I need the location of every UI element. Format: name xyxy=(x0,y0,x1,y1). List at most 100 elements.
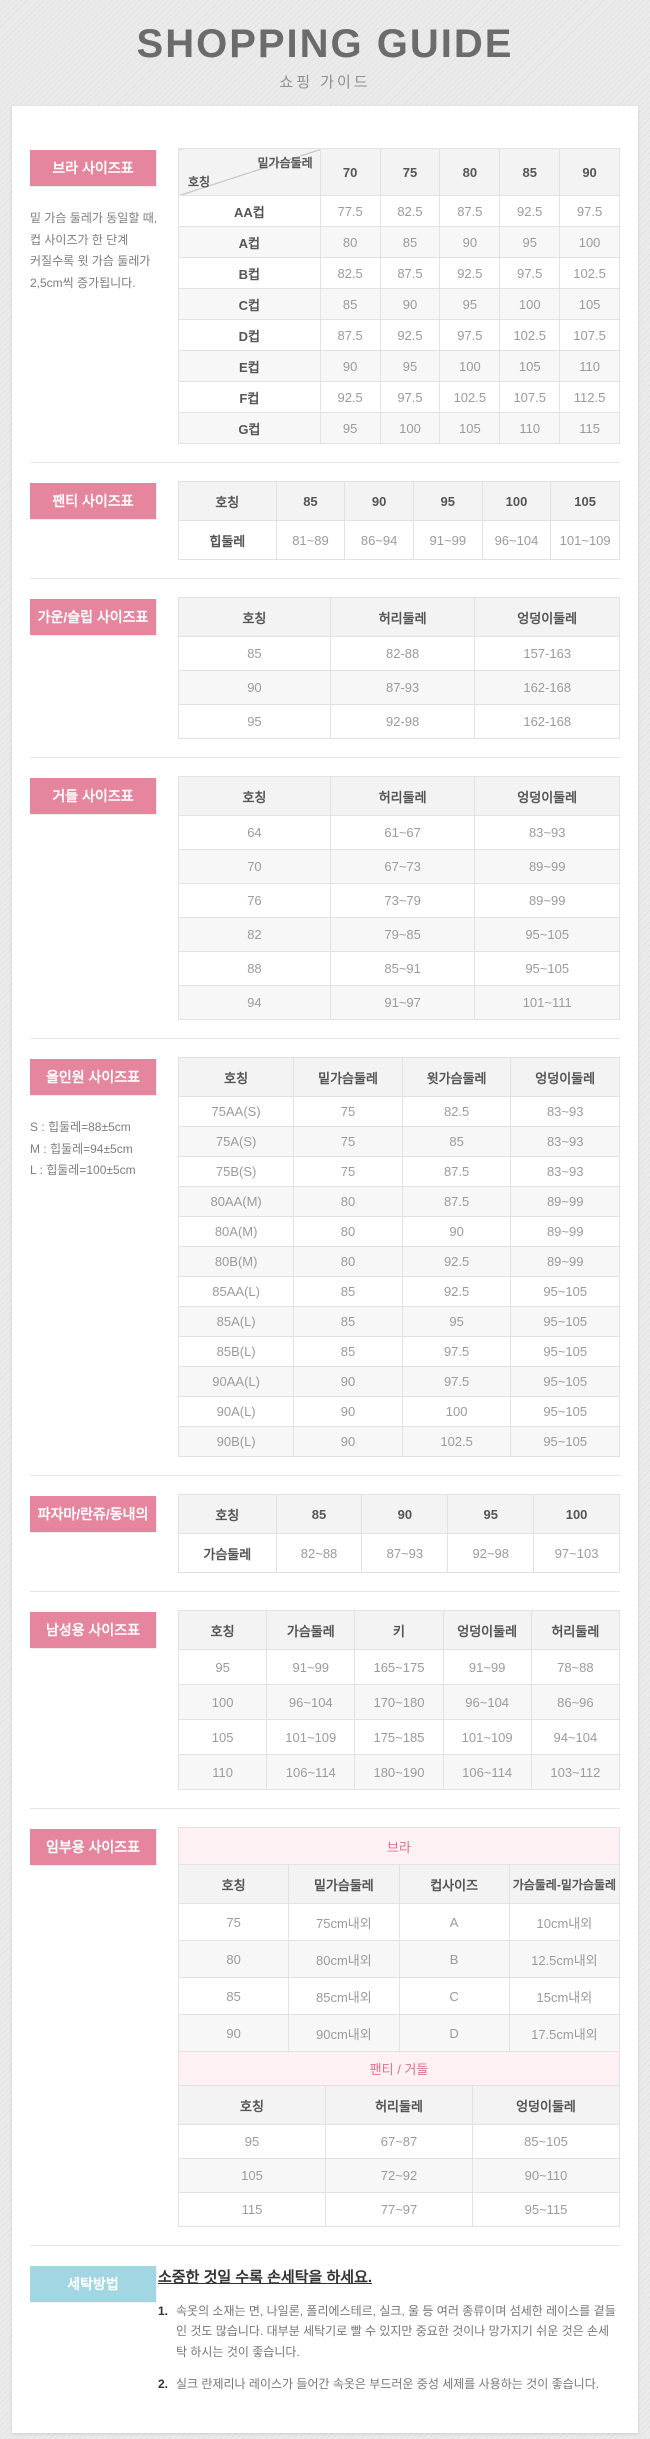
table-row: G컵 95 100 105 110 115 xyxy=(178,412,620,444)
size-table-mens: 호칭 가슴둘레 키 엉덩이둘레 허리둘레 95 91~99 165~175 91~99 78~88… xyxy=(177,1610,621,1790)
table-cell: 10cm내외 xyxy=(508,1903,621,1941)
washing-item-number: 2. xyxy=(158,2377,169,2392)
table-cell: 95 xyxy=(178,2124,326,2159)
table-cell: 115 xyxy=(178,2192,326,2227)
size-table-girdle: 호칭 허리둘레 엉덩이둘레 64 61~67 83~93 70 67~73 89~99 76 73~… xyxy=(178,776,620,1020)
header-row: 호칭 허리둘레 엉덩이둘레 xyxy=(178,597,620,637)
size-table-panty: 호칭 85 90 95 100 105 힙둘레 81~89 86~94 91~99 96~104 10… xyxy=(178,481,620,560)
column-header-cell: 허리둘레 xyxy=(329,597,476,637)
table-cell: 12.5cm내외 xyxy=(508,1940,621,1978)
column-header-cell: 허리둘레 xyxy=(530,1610,621,1650)
column-header-cell: 95 xyxy=(412,481,483,521)
table-cell: 102.5 xyxy=(401,1426,512,1457)
column-header-cell: 가슴둘레-밑가슴둘레 xyxy=(508,1864,621,1904)
size-table-maternity: 팬티 / 거들 호칭 허리둘레 엉덩이둘레 95 67~87 85~105 105 72~92 9… xyxy=(178,2051,620,2227)
table-cell: 90cm내외 xyxy=(288,2014,400,2052)
column-header-cell: 90 xyxy=(361,1494,449,1534)
table-cell: 81~89 xyxy=(275,520,346,560)
table-cell: 102.5 xyxy=(439,381,501,413)
table-cell: 107.5 xyxy=(499,381,561,413)
page-subtitle: 쇼핑 가이드 xyxy=(279,74,371,91)
table-cell: 89~99 xyxy=(474,849,620,884)
column-header-cell: 80 xyxy=(439,148,501,196)
table-cell: 90AA(L) xyxy=(177,1366,295,1397)
size-table-pajama: 호칭 85 90 95 100 가슴둘레 82~88 87~93 92~98 97~103 xyxy=(178,1494,620,1573)
table-row: 95 91~99 165~175 91~99 78~88 xyxy=(177,1649,621,1685)
table-cell: 100 xyxy=(439,350,501,382)
table-cell: 75 xyxy=(293,1156,403,1187)
column-header-cell: 호칭 xyxy=(177,1864,290,1904)
table-cell: 75A(S) xyxy=(177,1126,295,1157)
section-left-column: 팬티 사이즈표 xyxy=(30,481,178,519)
table-cell: 112.5 xyxy=(559,381,620,413)
column-header-cell: 허리둘레 xyxy=(329,776,476,816)
table-cell: 162-168 xyxy=(474,670,620,705)
table-row: D컵 87.5 92.5 97.5 102.5 107.5 xyxy=(178,319,620,351)
table-row: 75A(S) 75 85 83~93 xyxy=(177,1126,620,1157)
diagonal-bottom-label: 호칭 xyxy=(188,175,211,189)
table-cell: 95~105 xyxy=(510,1366,620,1397)
table-row: 100 96~104 170~180 96~104 86~96 xyxy=(177,1684,621,1720)
table-row: 110 106~114 180~190 106~114 103~112 xyxy=(177,1754,621,1790)
table-cell: 75 xyxy=(293,1096,403,1127)
banner-cell: 브라 xyxy=(178,1827,620,1865)
table-cell: 95 xyxy=(499,226,561,258)
section-label-bra: 브라 사이즈표 xyxy=(30,150,156,186)
page-title: SHOPPING GUIDE xyxy=(136,22,514,66)
table-cell: 90 xyxy=(379,288,441,320)
table-cell: 162-168 xyxy=(474,704,620,739)
table-cell: 85cm내외 xyxy=(288,1977,400,2015)
table-cell: 64 xyxy=(178,815,331,850)
note-line: S : 힙둘레=88±5cm xyxy=(30,1120,131,1134)
table-cell: 100 xyxy=(499,288,561,320)
table-cell: 80A(M) xyxy=(177,1216,295,1247)
table-cell: 80B(M) xyxy=(177,1246,295,1277)
size-section-pajama: 파자마/란쥬/동내의 호칭 85 90 95 100 가슴둘레 82~88 87~93 92~98… xyxy=(30,1475,620,1573)
size-section-maternity: 임부용 사이즈표 브라 호칭 밑가슴둘레 컵사이즈 가슴둘레-밑가슴둘레 75 75cm내외 A… xyxy=(30,1808,621,2227)
table-cell: 80AA(M) xyxy=(177,1186,295,1217)
table-cell: 105 xyxy=(178,2158,326,2193)
section-label-girdle: 거들 사이즈표 xyxy=(30,778,156,814)
washing-section: 세탁방법 소중한 것일 수록 손세탁을 하세요. 1. 속옷의 소재는 면, 나일… xyxy=(30,2245,620,2407)
column-header-cell: 호칭 xyxy=(177,1610,268,1650)
washing-title: 소중한 것일 수록 손세탁을 하세요. xyxy=(158,2269,373,2286)
table-row: 82 79~85 95~105 xyxy=(178,917,620,952)
section-note: 밑 가슴 둘레가 동일할 때, 컵 사이즈가 한 단계 커질수록 윗 가슴 둘레가 2… xyxy=(30,208,178,294)
row-label-cell: B컵 xyxy=(178,257,321,289)
table-cell: 101~111 xyxy=(474,985,620,1020)
table-row: 75AA(S) 75 82.5 83~93 xyxy=(177,1096,620,1127)
table-cell: 90 xyxy=(293,1396,403,1427)
table-cell: 110 xyxy=(177,1754,268,1790)
table-cell: 82.5 xyxy=(319,257,381,289)
column-header-cell: 엉덩이둘레 xyxy=(474,776,620,816)
table-row: 88 85~91 95~105 xyxy=(178,951,620,986)
table-cell: 87~93 xyxy=(361,1533,449,1573)
section-label-gown-slip: 가운/슬립 사이즈표 xyxy=(30,599,156,635)
table-cell: 90 xyxy=(293,1366,403,1397)
size-section-mens: 남성용 사이즈표 호칭 가슴둘레 키 엉덩이둘레 허리둘레 95 91~99 165~175 91… xyxy=(30,1591,621,1790)
table-cell: 95~105 xyxy=(510,1336,620,1367)
note-line: M : 힙둘레=94±5cm xyxy=(30,1141,133,1156)
washing-left-column: 세탁방법 xyxy=(30,2264,158,2302)
table-cell: 105 xyxy=(559,288,620,320)
column-header-cell: 컵사이즈 xyxy=(398,1864,510,1904)
table-cell: 76 xyxy=(178,883,331,918)
section-label-maternity: 임부용 사이즈표 xyxy=(30,1829,156,1865)
table-row: 90 90cm내외 D 17.5cm내외 xyxy=(177,2014,621,2052)
table-cell: 85 xyxy=(319,288,381,320)
table-row: 75B(S) 75 87.5 83~93 xyxy=(177,1156,620,1187)
washing-item-number: 1. xyxy=(158,2304,169,2318)
table-cell: 82 xyxy=(178,917,331,952)
table-cell: 105 xyxy=(439,412,501,444)
table-cell: 91~99 xyxy=(266,1649,356,1685)
table-row: F컵 92.5 97.5 102.5 107.5 112.5 xyxy=(178,381,620,413)
table-cell: 85A(L) xyxy=(177,1306,295,1337)
header-row: 호칭 가슴둘레 키 엉덩이둘레 허리둘레 xyxy=(177,1610,621,1650)
note-line: 밑 가슴 둘레가 동일할 때, xyxy=(30,211,158,225)
table-cell: 100 xyxy=(401,1396,512,1427)
size-section-gown-slip: 가운/슬립 사이즈표 호칭 허리둘레 엉덩이둘레 85 82-88 157-163 90 87-… xyxy=(30,578,620,739)
table-cell: 15cm내외 xyxy=(508,1977,621,2015)
column-header-cell: 윗가슴둘레 xyxy=(401,1057,512,1097)
table-cell: 85 xyxy=(293,1276,403,1307)
